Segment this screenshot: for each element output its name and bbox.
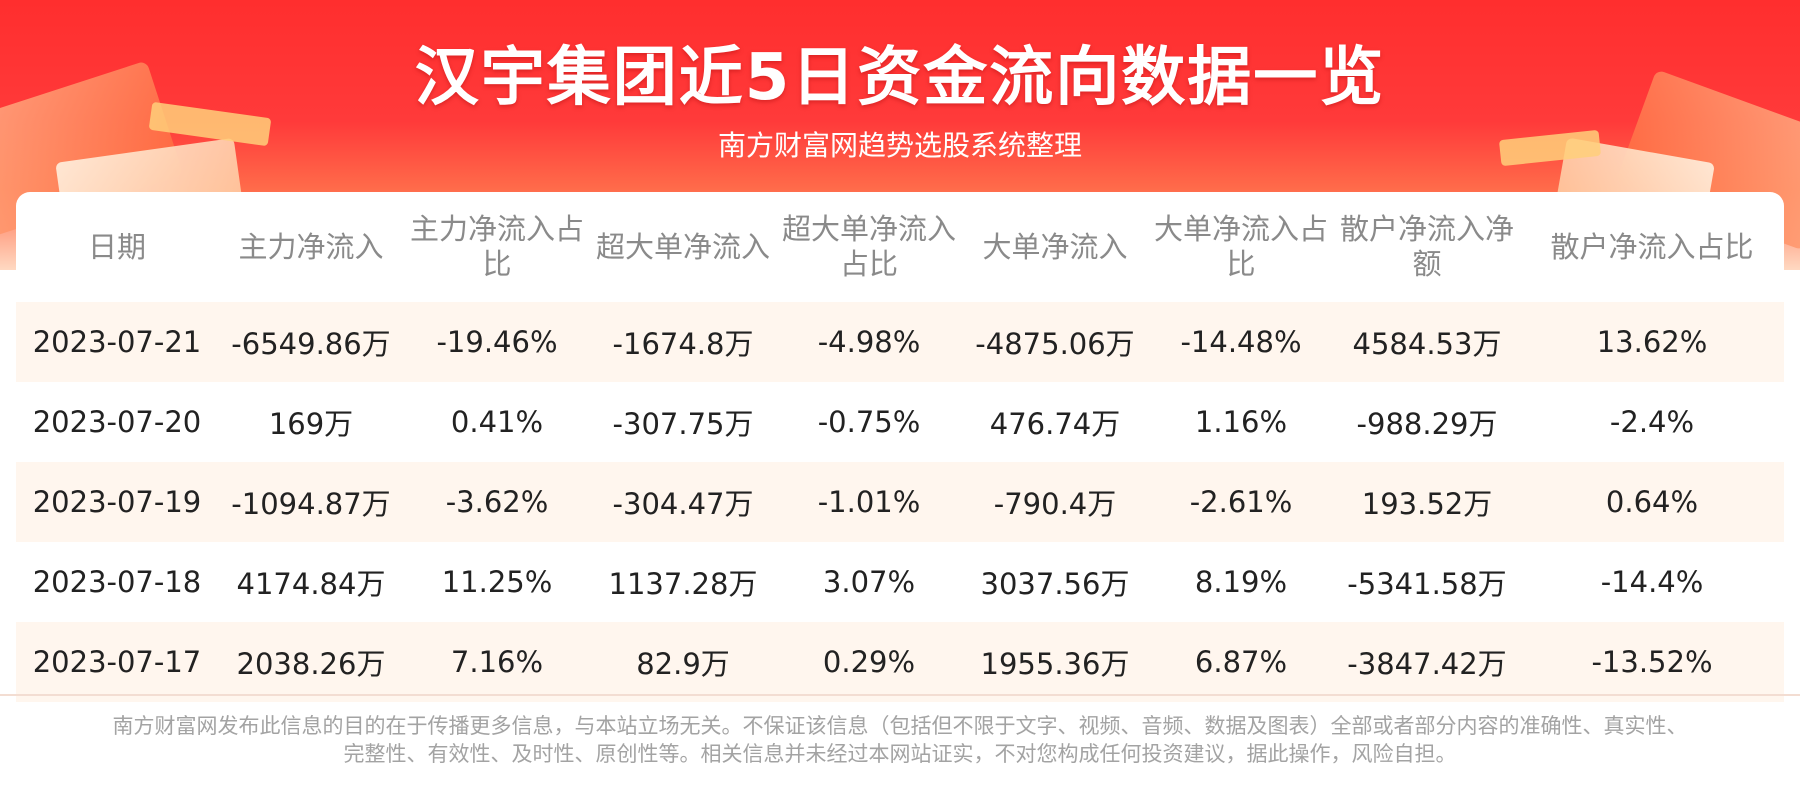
table-row: 2023-07-19 -1094.87万 -3.62% -304.47万 -1.… (16, 462, 1784, 542)
cell-large-ratio: -14.48% (1148, 302, 1334, 382)
cell-date: 2023-07-17 (16, 622, 218, 702)
cell-large: 1955.36万 (962, 622, 1148, 702)
footer-divider (0, 694, 1800, 696)
cell-retail-net: -5341.58万 (1334, 542, 1520, 622)
cell-large-ratio: 6.87% (1148, 622, 1334, 702)
cell-main-net-inflow: 2038.26万 (218, 622, 404, 702)
cell-large: 3037.56万 (962, 542, 1148, 622)
cell-main-ratio: -19.46% (404, 302, 590, 382)
disclaimer-line: 南方财富网发布此信息的目的在于传播更多信息，与本站立场无关。不保证该信息（包括但… (112, 714, 1688, 738)
cell-large: -4875.06万 (962, 302, 1148, 382)
fund-flow-table: 日期 主力净流入 主力净流入占比 超大单净流入 超大单净流入占比 大单净流入 大… (16, 192, 1784, 702)
cell-retail-net: -988.29万 (1334, 382, 1520, 462)
cell-large-ratio: 8.19% (1148, 542, 1334, 622)
cell-date: 2023-07-18 (16, 542, 218, 622)
cell-super-large: -304.47万 (590, 462, 776, 542)
cell-retail-ratio: 0.64% (1520, 462, 1784, 542)
cell-retail-net: 4584.53万 (1334, 302, 1520, 382)
page-subtitle: 南方财富网趋势选股系统整理 (717, 129, 1082, 162)
disclaimer-line: 完整性、有效性、及时性、原创性等。相关信息并未经过本网站证实，不对您构成任何投资… (343, 742, 1457, 766)
table-header-row: 日期 主力净流入 主力净流入占比 超大单净流入 超大单净流入占比 大单净流入 大… (16, 192, 1784, 302)
cell-date: 2023-07-20 (16, 382, 218, 462)
cell-date: 2023-07-19 (16, 462, 218, 542)
cell-super-large-ratio: -4.98% (776, 302, 962, 382)
cell-retail-ratio: -2.4% (1520, 382, 1784, 462)
cell-super-large-ratio: -1.01% (776, 462, 962, 542)
col-header-large-net-inflow: 大单净流入 (982, 229, 1128, 264)
cell-super-large: -1674.8万 (590, 302, 776, 382)
cell-super-large: 1137.28万 (590, 542, 776, 622)
cell-main-net-inflow: 4174.84万 (218, 542, 404, 622)
cell-super-large: -307.75万 (590, 382, 776, 462)
table-row: 2023-07-17 2038.26万 7.16% 82.9万 0.29% 19… (16, 622, 1784, 702)
cell-large: 476.74万 (962, 382, 1148, 462)
cell-main-net-inflow: -6549.86万 (218, 302, 404, 382)
cell-main-net-inflow: -1094.87万 (218, 462, 404, 542)
cell-main-ratio: -3.62% (404, 462, 590, 542)
disclaimer: 南方财富网发布此信息的目的在于传播更多信息，与本站立场无关。不保证该信息（包括但… (0, 712, 1800, 768)
page-title: 汉宇集团近5日资金流向数据一览 (414, 41, 1386, 115)
cell-retail-ratio: 13.62% (1520, 302, 1784, 382)
col-header-retail-net-amount: 散户净流入净额 (1339, 212, 1514, 281)
col-header-main-net-inflow: 主力净流入 (238, 229, 384, 264)
cell-large-ratio: -2.61% (1148, 462, 1334, 542)
cell-retail-ratio: -14.4% (1520, 542, 1784, 622)
cell-date: 2023-07-21 (16, 302, 218, 382)
cell-main-ratio: 0.41% (404, 382, 590, 462)
cell-retail-net: -3847.42万 (1334, 622, 1520, 702)
table-row: 2023-07-21 -6549.86万 -19.46% -1674.8万 -4… (16, 302, 1784, 382)
cell-main-ratio: 7.16% (404, 622, 590, 702)
cell-super-large-ratio: 3.07% (776, 542, 962, 622)
cell-super-large-ratio: -0.75% (776, 382, 962, 462)
cell-main-net-inflow: 169万 (218, 382, 404, 462)
col-header-retail-ratio: 散户净流入占比 (1550, 229, 1754, 264)
cell-large: -790.4万 (962, 462, 1148, 542)
table-row: 2023-07-18 4174.84万 11.25% 1137.28万 3.07… (16, 542, 1784, 622)
col-header-large-ratio: 大单净流入占比 (1153, 212, 1328, 281)
col-header-super-large-ratio: 超大单净流入占比 (781, 212, 956, 281)
col-header-super-large-net-inflow: 超大单净流入 (595, 229, 770, 264)
cell-main-ratio: 11.25% (404, 542, 590, 622)
col-header-date: 日期 (87, 229, 146, 264)
table-row: 2023-07-20 169万 0.41% -307.75万 -0.75% 47… (16, 382, 1784, 462)
col-header-main-net-inflow-ratio: 主力净流入占比 (409, 212, 584, 281)
cell-retail-ratio: -13.52% (1520, 622, 1784, 702)
cell-retail-net: 193.52万 (1334, 462, 1520, 542)
cell-large-ratio: 1.16% (1148, 382, 1334, 462)
cell-super-large: 82.9万 (590, 622, 776, 702)
cell-super-large-ratio: 0.29% (776, 622, 962, 702)
